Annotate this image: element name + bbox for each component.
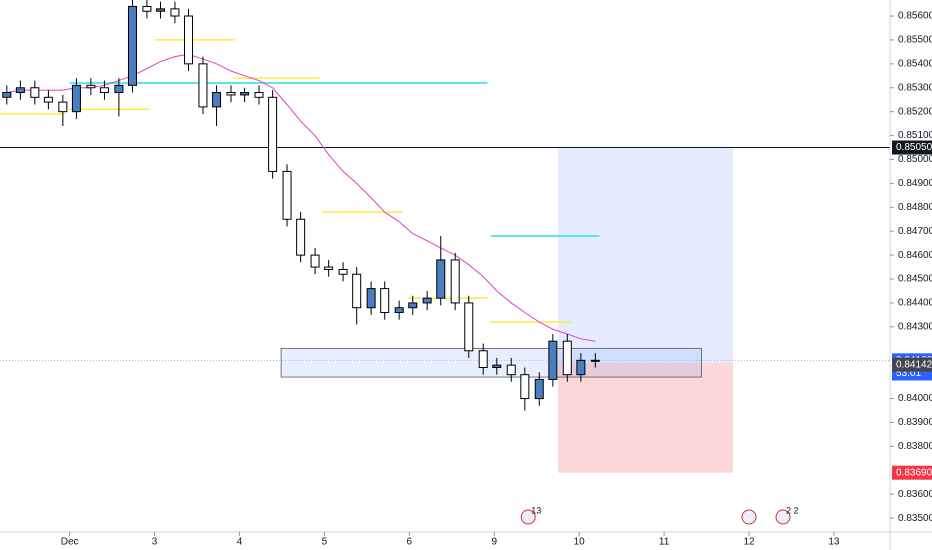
candle-body xyxy=(338,268,348,275)
candle-body xyxy=(296,218,306,256)
x-tick-label: 13 xyxy=(828,537,840,548)
y-tick-label: 0.85000 xyxy=(898,154,932,165)
y-tick-label: 0.85400 xyxy=(898,58,932,69)
candle-body xyxy=(422,297,432,304)
y-tick-label: 0.83900 xyxy=(898,417,932,428)
candle-body xyxy=(492,364,502,368)
candle-body xyxy=(268,96,278,172)
x-tick-label: 4 xyxy=(237,537,243,548)
x-tick-label: 3 xyxy=(152,537,158,548)
candle-body xyxy=(380,288,390,314)
candle-body xyxy=(2,92,12,98)
candle-body xyxy=(576,359,586,376)
y-tick-label: 0.83600 xyxy=(898,489,932,500)
candle-body xyxy=(127,5,137,86)
price-label-box xyxy=(892,465,932,480)
candle-body xyxy=(394,307,404,314)
candle-body xyxy=(590,359,600,362)
price-label: 0.83690 xyxy=(896,467,932,478)
event-label: 13 xyxy=(531,505,541,515)
candle-body xyxy=(548,340,558,380)
candle-body xyxy=(114,84,124,94)
y-tick-label: 0.84900 xyxy=(898,178,932,189)
y-tick-label: 0.83500 xyxy=(898,513,932,524)
candle-body xyxy=(15,87,25,94)
candle-body xyxy=(254,92,264,98)
candle-body xyxy=(562,340,572,376)
event-icon xyxy=(741,509,757,525)
y-tick-label: 0.85300 xyxy=(898,82,932,93)
x-tick-label: Dec xyxy=(61,537,79,548)
zone xyxy=(280,347,702,378)
candle-body xyxy=(450,259,460,304)
candle-body xyxy=(212,92,222,108)
event-icon xyxy=(775,509,791,525)
x-tick-label: 9 xyxy=(491,537,497,548)
event-label: 2 2 xyxy=(786,505,799,515)
x-tick-label: 5 xyxy=(322,537,328,548)
position-loss xyxy=(557,362,733,473)
x-tick-label: 6 xyxy=(407,537,413,548)
x-tick-label: 12 xyxy=(743,537,755,548)
candle-body xyxy=(534,378,544,400)
candle-body xyxy=(408,302,418,309)
candle-body xyxy=(464,302,474,352)
candle-body xyxy=(71,84,81,113)
y-tick-label: 0.85500 xyxy=(898,35,932,46)
candle-body xyxy=(352,273,362,309)
candle-body xyxy=(99,87,109,94)
candle-body xyxy=(30,87,40,98)
candle-body xyxy=(142,5,152,12)
price-label: 53:01 xyxy=(896,368,921,379)
x-tick-label: 11 xyxy=(659,537,670,548)
y-tick-label: 0.85600 xyxy=(898,11,932,22)
price-label: 0.84142 xyxy=(896,359,932,370)
candle-body xyxy=(184,15,194,65)
candle-body xyxy=(86,84,96,89)
y-tick-label: 0.84600 xyxy=(898,250,932,261)
candle-body xyxy=(43,96,53,103)
x-tick-label: 10 xyxy=(574,537,586,548)
y-tick-label: 0.84300 xyxy=(898,321,932,332)
price-label-box xyxy=(892,140,932,155)
candle-body xyxy=(366,288,376,309)
y-tick-label: 0.85200 xyxy=(898,106,932,117)
candle-body xyxy=(478,350,488,368)
event-icon xyxy=(520,509,536,525)
price-label-box xyxy=(892,357,932,372)
y-tick-label: 0.83800 xyxy=(898,441,932,452)
candle-body xyxy=(282,170,292,220)
y-tick-label: 0.84700 xyxy=(898,226,932,237)
y-tick-label: 0.84000 xyxy=(898,393,932,404)
candle-body xyxy=(240,92,250,96)
candle-body xyxy=(436,259,446,299)
y-tick-label: 0.84800 xyxy=(898,202,932,213)
position-profit xyxy=(557,147,733,363)
price-label: 0.85050 xyxy=(896,142,932,153)
y-tick-label: 0.85100 xyxy=(898,130,932,141)
candle-body xyxy=(58,101,68,113)
y-tick-label: 0.84400 xyxy=(898,298,932,309)
candle-body xyxy=(310,254,320,268)
candle-body xyxy=(520,374,530,400)
candle-body xyxy=(156,8,166,12)
candle-body xyxy=(170,8,180,17)
candle-body xyxy=(226,92,236,96)
candle-body xyxy=(198,63,208,108)
candle-body xyxy=(324,266,334,270)
candle-body xyxy=(506,364,516,376)
y-tick-label: 0.84500 xyxy=(898,274,932,285)
